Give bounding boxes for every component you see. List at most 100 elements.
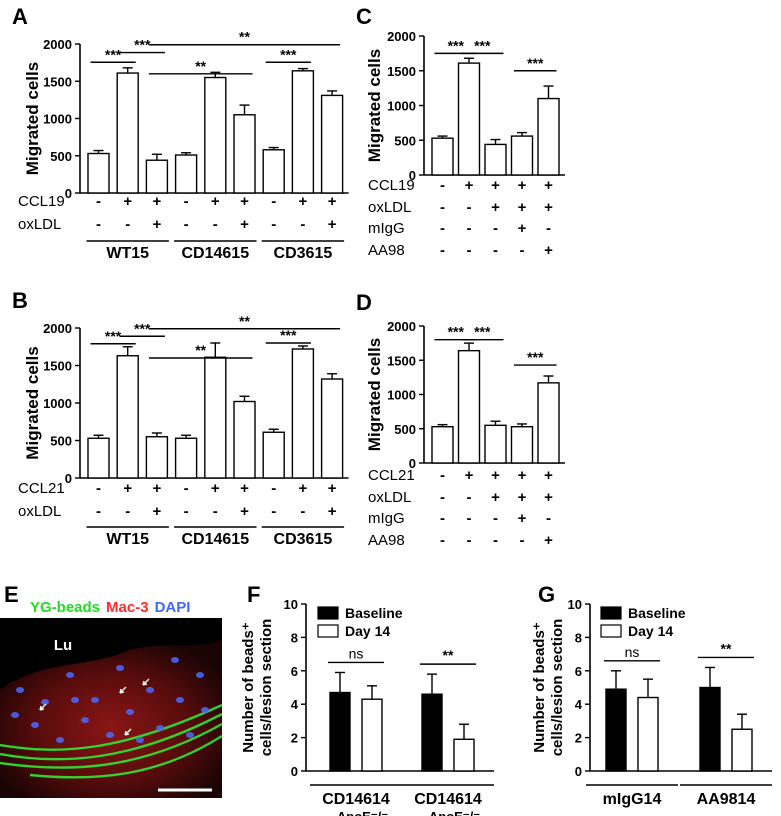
bar [510, 425, 534, 464]
bar [291, 348, 315, 479]
significance-marker: *** [105, 328, 122, 344]
y-tick-label: 1500 [43, 74, 72, 89]
condition-sign: + [544, 489, 553, 506]
condition-label: oxLDL [18, 216, 61, 233]
bar [204, 356, 227, 479]
y-tick-label: 0 [575, 764, 582, 779]
y-tick-label: 1500 [387, 64, 416, 79]
significance-marker: *** [448, 37, 465, 53]
arrow-marker [124, 728, 132, 736]
condition-sign: - [493, 220, 498, 237]
condition-sign: + [299, 193, 308, 210]
condition-label: CCL21 [368, 467, 415, 484]
condition-sign: - [493, 532, 498, 549]
y-tick-label: 4 [291, 697, 299, 712]
y-tick-label: 0 [409, 168, 416, 183]
nucleus [16, 687, 24, 693]
condition-sign: - [520, 532, 525, 549]
[object SVGGElement]: CD14615 [181, 531, 249, 548]
condition-label: AA98 [368, 242, 405, 259]
y-tick-label: 2000 [387, 29, 416, 44]
condition-sign: - [184, 193, 189, 210]
bar [637, 696, 659, 772]
panel-letter: A [12, 4, 28, 29]
condition-sign: - [440, 220, 445, 237]
panel-G: G 0 2 4 6 8 10 Number of beads⁺ cells/lesion sec… [531, 582, 772, 786]
condition-label: mIgG [368, 510, 405, 527]
condition-sign: - [271, 193, 276, 210]
y-axis-label: Migrated cells [23, 346, 42, 459]
y-tick-label: 1000 [43, 112, 72, 127]
nucleus [126, 709, 134, 715]
significance-marker: *** [134, 37, 151, 53]
y-tick-label: 10 [284, 597, 298, 612]
condition-sign: + [491, 177, 500, 194]
y-tick-label: 2000 [43, 321, 72, 336]
y-tick-label: 2000 [387, 319, 416, 334]
bar [116, 72, 139, 194]
bar [361, 698, 383, 772]
y-tick-label: 2 [291, 731, 298, 746]
[object SVGGElement]: CD14614 [322, 791, 390, 808]
condition-label: CCL21 [18, 480, 65, 497]
condition-sign: + [518, 177, 527, 194]
condition-sign: + [328, 503, 337, 520]
y-tick-label: 1000 [387, 99, 416, 114]
nucleus [201, 707, 209, 713]
y-tick-label: 0 [291, 764, 298, 779]
[object SVGGElement]: CD3615 [274, 531, 333, 548]
condition-sign: - [467, 220, 472, 237]
legend-swatch [317, 624, 339, 638]
condition-sign: + [491, 467, 500, 484]
y-tick-label: 1500 [387, 353, 416, 368]
stain-label: YG-beads [30, 599, 100, 616]
legend-label: Day 14 [628, 623, 673, 639]
bar [484, 424, 507, 464]
bar [262, 149, 285, 194]
condition-sign: - [493, 510, 498, 527]
condition-sign: - [440, 510, 445, 527]
bar [116, 355, 139, 479]
y-tick-label: 1500 [43, 359, 72, 374]
y-axis-label: Migrated cells [23, 62, 42, 175]
nucleus [81, 717, 89, 723]
bar [204, 76, 227, 194]
bar [87, 152, 110, 194]
y-tick-label: 500 [394, 133, 416, 148]
y-tick-label: 1000 [43, 396, 72, 411]
panel-letter: F [247, 582, 260, 607]
condition-sign: - [213, 503, 218, 520]
y-axis-label: cells/lesion section [258, 619, 275, 757]
bar [174, 154, 198, 194]
panel-letter: C [356, 4, 372, 29]
condition-sign: - [467, 489, 472, 506]
bar [329, 691, 351, 772]
nucleus [196, 672, 204, 678]
condition-sign: - [493, 242, 498, 259]
panel-E: E Lu YG-beads Mac-3 DAPI [0, 582, 223, 798]
panel-F: F 0 2 4 6 8 10 Number of beads⁺ cells/lesion sec… [240, 582, 494, 816]
[object SVGGElement]: AA9814 [697, 791, 756, 808]
nucleus [91, 697, 99, 703]
condition-sign: - [546, 510, 551, 527]
significance-marker: *** [527, 349, 544, 365]
condition-sign: + [211, 480, 220, 497]
y-tick-label: 2000 [43, 37, 72, 52]
condition-label: CCL19 [368, 177, 415, 194]
bead-band [0, 712, 223, 761]
arrow-marker [39, 703, 47, 711]
condition-sign: - [125, 503, 130, 520]
condition-label: AA98 [368, 532, 405, 549]
bar [731, 728, 753, 772]
condition-label: oxLDL [368, 489, 411, 506]
condition-sign: - [300, 216, 305, 233]
bar [421, 693, 443, 772]
bead-band [29, 734, 223, 779]
condition-sign: + [240, 480, 249, 497]
bar [431, 137, 454, 176]
legend-swatch [600, 624, 622, 638]
legend-label: Day 14 [345, 623, 390, 639]
nucleus [106, 732, 114, 738]
nucleus [146, 687, 154, 693]
